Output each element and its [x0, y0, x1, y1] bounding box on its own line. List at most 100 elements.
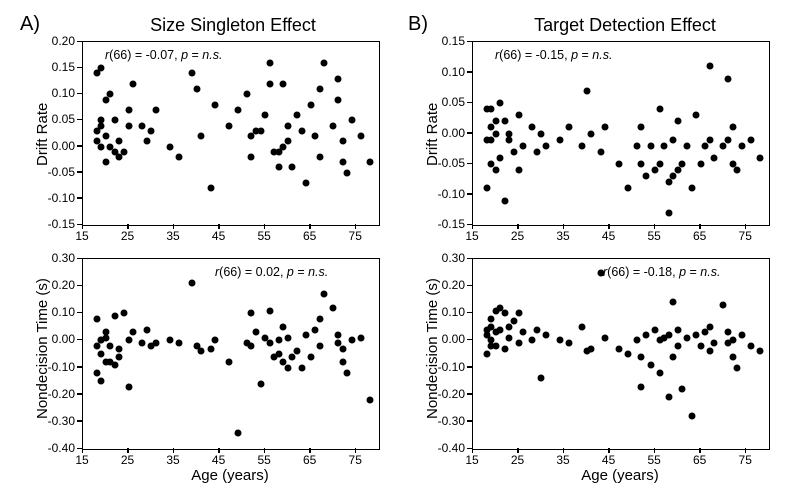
x-axis-label: Age (years) [545, 467, 695, 484]
data-point [697, 342, 704, 349]
data-point [684, 142, 691, 149]
scatter-plot [82, 258, 380, 450]
ytick-label: -0.05 [40, 165, 75, 179]
data-point [706, 63, 713, 70]
data-point [98, 378, 105, 385]
data-point [335, 332, 342, 339]
data-point [98, 122, 105, 129]
data-point [520, 329, 527, 336]
data-point [335, 75, 342, 82]
ytick-mark [467, 71, 472, 73]
ytick-mark [77, 285, 82, 287]
data-point [152, 106, 159, 113]
data-point [266, 307, 273, 314]
ytick-mark [77, 339, 82, 341]
ytick-label: 0.15 [40, 60, 75, 74]
data-point [316, 86, 323, 93]
data-point [344, 370, 351, 377]
data-point [510, 318, 517, 325]
ytick-mark [467, 163, 472, 165]
data-point [529, 337, 536, 344]
data-point [198, 348, 205, 355]
data-point [583, 87, 590, 94]
correlation-annotation: r(66) = -0.15, p = n.s. [495, 48, 612, 62]
data-point [298, 127, 305, 134]
data-point [674, 326, 681, 333]
ytick-mark [467, 41, 472, 43]
ytick-mark [77, 393, 82, 395]
data-point [321, 291, 328, 298]
ytick-label: 0.15 [430, 34, 465, 48]
data-point [488, 106, 495, 113]
data-point [284, 122, 291, 129]
xtick-label: 45 [597, 453, 621, 467]
data-point [674, 118, 681, 125]
ytick-mark [467, 102, 472, 104]
ytick-mark [467, 312, 472, 314]
data-point [339, 159, 346, 166]
panel-title: Target Detection Effect [495, 15, 755, 36]
data-point [193, 86, 200, 93]
data-point [501, 197, 508, 204]
data-point [624, 351, 631, 358]
data-point [665, 209, 672, 216]
data-point [303, 332, 310, 339]
data-point [624, 185, 631, 192]
data-point [729, 124, 736, 131]
data-point [189, 70, 196, 77]
data-point [720, 142, 727, 149]
data-point [189, 280, 196, 287]
y-axis-label: Nondecision Time (s) [424, 278, 441, 419]
data-point [738, 142, 745, 149]
data-point [93, 370, 100, 377]
data-point [488, 136, 495, 143]
data-point [497, 100, 504, 107]
xtick-label: 35 [161, 229, 185, 243]
ytick-mark [467, 339, 472, 341]
x-axis-label: Age (years) [155, 467, 305, 484]
xtick-label: 45 [207, 453, 231, 467]
data-point [670, 353, 677, 360]
data-point [116, 138, 123, 145]
xtick-label: 55 [642, 229, 666, 243]
data-point [501, 310, 508, 317]
data-point [747, 136, 754, 143]
ytick-mark [77, 67, 82, 69]
xtick-label: 75 [343, 453, 367, 467]
data-point [638, 161, 645, 168]
data-point [344, 169, 351, 176]
data-point [702, 142, 709, 149]
data-point [688, 185, 695, 192]
data-point [756, 154, 763, 161]
ytick-mark [77, 145, 82, 147]
data-point [706, 136, 713, 143]
data-point [298, 364, 305, 371]
ytick-mark [467, 193, 472, 195]
data-point [266, 340, 273, 347]
xtick-label: 25 [506, 229, 530, 243]
ytick-label: 0.20 [40, 34, 75, 48]
data-point [492, 118, 499, 125]
data-point [130, 329, 137, 336]
data-point [321, 59, 328, 66]
data-point [725, 329, 732, 336]
correlation-annotation: r(66) = -0.07, p = n.s. [105, 48, 222, 62]
data-point [674, 342, 681, 349]
data-point [294, 348, 301, 355]
ytick-label: 0.10 [430, 65, 465, 79]
data-point [725, 75, 732, 82]
y-axis-label: Drift Rate [424, 102, 441, 165]
data-point [234, 429, 241, 436]
data-point [506, 136, 513, 143]
data-point [588, 130, 595, 137]
data-point [697, 161, 704, 168]
data-point [483, 185, 490, 192]
data-point [670, 299, 677, 306]
ytick-label: 0.10 [40, 86, 75, 100]
data-point [330, 304, 337, 311]
data-point [693, 112, 700, 119]
data-point [497, 326, 504, 333]
data-point [248, 310, 255, 317]
data-point [656, 106, 663, 113]
data-point [661, 142, 668, 149]
